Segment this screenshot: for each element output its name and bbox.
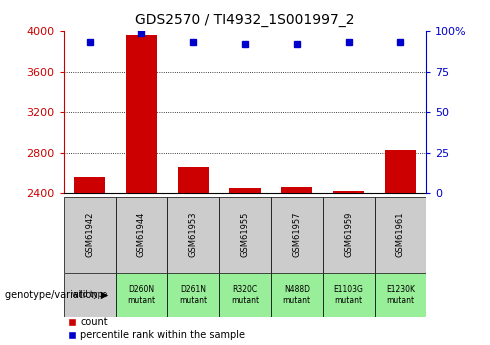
Bar <box>167 273 219 317</box>
Bar <box>271 273 323 317</box>
Bar <box>323 273 374 317</box>
Bar <box>167 197 219 273</box>
Text: GSM61961: GSM61961 <box>396 212 405 257</box>
Text: GSM61944: GSM61944 <box>137 212 146 257</box>
Text: GSM61942: GSM61942 <box>85 212 94 257</box>
Text: N488D
mutant: N488D mutant <box>283 285 311 305</box>
Bar <box>333 191 364 193</box>
Text: GSM61955: GSM61955 <box>241 212 249 257</box>
Bar <box>219 197 271 273</box>
Text: E1103G
mutant: E1103G mutant <box>334 285 364 305</box>
Bar <box>219 273 271 317</box>
Bar <box>126 35 157 193</box>
Bar <box>116 273 167 317</box>
Bar <box>74 177 105 193</box>
Bar <box>64 273 116 317</box>
Text: genotype/variation ▶: genotype/variation ▶ <box>5 290 108 300</box>
Bar <box>271 197 323 273</box>
Text: GSM61957: GSM61957 <box>293 212 301 257</box>
Legend: count, percentile rank within the sample: count, percentile rank within the sample <box>69 317 245 340</box>
Text: R320C
mutant: R320C mutant <box>231 285 259 305</box>
Bar <box>323 197 374 273</box>
Bar <box>64 197 116 273</box>
Bar <box>229 188 261 193</box>
Text: wild type: wild type <box>72 290 107 299</box>
Bar <box>374 197 426 273</box>
Bar <box>281 187 312 193</box>
Text: GSM61959: GSM61959 <box>344 212 353 257</box>
Bar <box>374 273 426 317</box>
Bar <box>178 167 209 193</box>
Title: GDS2570 / TI4932_1S001997_2: GDS2570 / TI4932_1S001997_2 <box>135 13 355 27</box>
Text: D260N
mutant: D260N mutant <box>127 285 155 305</box>
Bar <box>385 150 416 193</box>
Text: GSM61953: GSM61953 <box>189 212 197 257</box>
Text: E1230K
mutant: E1230K mutant <box>386 285 415 305</box>
Bar <box>116 197 167 273</box>
Text: D261N
mutant: D261N mutant <box>179 285 207 305</box>
